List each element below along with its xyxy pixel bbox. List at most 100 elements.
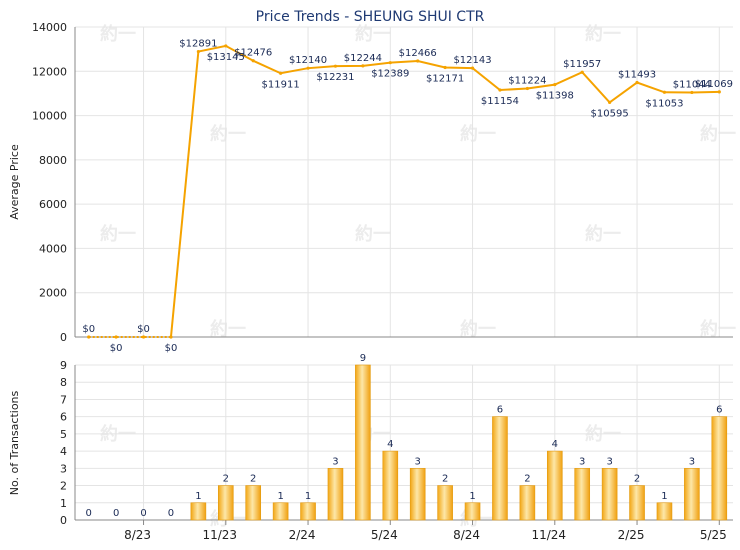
transactions-x-tick-label: 8/24 xyxy=(453,528,480,542)
price-point xyxy=(690,90,694,95)
transactions-y-tick-label: 2 xyxy=(60,480,67,493)
transactions-data-label: 1 xyxy=(195,491,201,502)
price-point xyxy=(361,64,365,68)
watermark-layer: 約一約一約一約一約一約一約一約一約一約一約一約一約一約一約一約一約一 xyxy=(100,23,736,530)
transactions-x-tick-label: 11/23 xyxy=(202,528,237,542)
transactions-data-label: 1 xyxy=(305,491,311,502)
transactions-bar xyxy=(355,364,371,521)
transactions-data-label: 9 xyxy=(360,353,366,364)
watermark-text: 約一 xyxy=(355,23,391,45)
price-point xyxy=(416,59,420,63)
transactions-x-tick-label: 5/24 xyxy=(371,528,398,542)
price-y-tick-label: 2000 xyxy=(39,287,67,300)
transactions-x-tick-label: 11/24 xyxy=(531,528,566,542)
price-data-label: $12476 xyxy=(234,48,272,59)
price-point xyxy=(196,49,200,54)
transactions-series: 0 0 0 0 1 2 2 1 1 3 9 4 3 2 1 6 2 4 3 3 2 1 3 6 xyxy=(86,353,728,521)
price-point xyxy=(388,61,392,65)
price-point xyxy=(580,70,584,74)
price-point xyxy=(443,65,447,70)
watermark-text: 約一 xyxy=(700,123,736,145)
price-data-label: $0 xyxy=(165,343,178,354)
transactions-bar xyxy=(300,502,316,521)
price-point xyxy=(553,83,557,87)
transactions-bar xyxy=(546,450,563,521)
price-data-label: $11957 xyxy=(563,59,601,70)
transactions-data-label: 0 xyxy=(168,508,174,519)
price-point xyxy=(114,335,118,339)
price-data-label: $12140 xyxy=(289,55,327,66)
transactions-data-label: 1 xyxy=(469,491,475,502)
transactions-y-tick-label: 7 xyxy=(60,393,67,406)
transactions-y-tick-label: 9 xyxy=(60,359,67,372)
watermark-text: 約一 xyxy=(460,123,496,145)
transactions-bar xyxy=(245,485,262,521)
transactions-data-label: 3 xyxy=(606,456,612,467)
watermark-text: 約一 xyxy=(585,223,621,245)
transactions-data-label: 6 xyxy=(497,405,503,416)
transactions-bar xyxy=(409,468,426,521)
transactions-y-tick-label: 1 xyxy=(60,497,67,510)
transactions-data-label: 3 xyxy=(579,456,585,467)
price-data-label: $12231 xyxy=(316,72,354,83)
price-y-tick-label: 14000 xyxy=(32,21,67,34)
price-y-tick-label: 8000 xyxy=(39,154,67,167)
transactions-data-label: 0 xyxy=(113,508,119,519)
price-data-label: $0 xyxy=(82,324,95,335)
transactions-axes: 0 1 2 3 4 5 6 7 8 9 8/23 11/23 2/24 5/24 8/24 11/24 2/25… xyxy=(60,359,733,542)
price-point xyxy=(224,44,228,48)
price-axes: 0 2000 4000 6000 8000 10000 12000 14000 xyxy=(32,21,733,344)
transactions-data-label: 2 xyxy=(250,474,256,485)
price-data-label: $11053 xyxy=(645,98,683,109)
transactions-y-tick-label: 8 xyxy=(60,376,67,389)
transactions-y-tick-label: 0 xyxy=(60,514,67,527)
price-data-label: $12891 xyxy=(179,39,217,50)
watermark-text: 約一 xyxy=(100,23,136,45)
price-y-tick-label: 0 xyxy=(60,331,67,344)
price-data-label: $0 xyxy=(110,343,123,354)
watermark-text: 約一 xyxy=(210,318,246,340)
price-point xyxy=(141,335,146,339)
price-data-label: $11069 xyxy=(695,79,733,90)
price-data-label: $12389 xyxy=(371,69,409,80)
transactions-bar xyxy=(492,416,508,521)
price-data-label: $12143 xyxy=(453,55,491,66)
price-point xyxy=(333,64,338,68)
price-series: $0 $0 $0 $0 $12891 $13145$12476 $11911 $12140 $1… xyxy=(82,39,733,354)
watermark-text: 約一 xyxy=(210,123,246,145)
transactions-bar xyxy=(601,468,618,521)
transactions-data-label: 0 xyxy=(86,508,92,519)
transactions-bar xyxy=(382,450,399,521)
transactions-y-tick-label: 3 xyxy=(60,462,67,475)
price-data-label: $10595 xyxy=(591,108,629,119)
transactions-bar xyxy=(437,485,453,521)
price-data-label: $0 xyxy=(137,324,150,335)
transactions-x-tick-label: 8/23 xyxy=(124,528,151,542)
price-y-tick-label: 6000 xyxy=(39,198,67,211)
price-data-label: $12466 xyxy=(399,48,437,59)
transactions-bar xyxy=(684,468,700,521)
price-data-label: $11398 xyxy=(536,91,574,102)
price-point xyxy=(251,59,255,63)
price-data-label: $12171 xyxy=(426,73,464,84)
price-point xyxy=(470,66,475,70)
transactions-y-tick-label: 5 xyxy=(60,428,67,441)
price-point xyxy=(717,90,721,94)
transactions-x-tick-label: 5/25 xyxy=(700,528,727,542)
transactions-data-label: 1 xyxy=(661,491,667,502)
transactions-data-label: 3 xyxy=(689,456,695,467)
transactions-bar xyxy=(464,502,481,521)
transactions-data-label: 6 xyxy=(716,405,722,416)
watermark-text: 約一 xyxy=(460,318,496,340)
transactions-bar xyxy=(711,416,728,521)
chart-title: Price Trends - SHEUNG SHUI CTR xyxy=(256,9,485,25)
price-data-label: $11224 xyxy=(508,75,546,86)
price-y-tick-label: 10000 xyxy=(32,110,67,123)
transactions-data-label: 2 xyxy=(442,474,448,485)
watermark-text: 約一 xyxy=(700,318,736,340)
price-data-label: $13145 xyxy=(207,52,245,63)
transactions-data-label: 2 xyxy=(524,474,530,485)
transactions-data-label: 3 xyxy=(332,456,338,467)
transactions-data-label: 0 xyxy=(140,508,146,519)
